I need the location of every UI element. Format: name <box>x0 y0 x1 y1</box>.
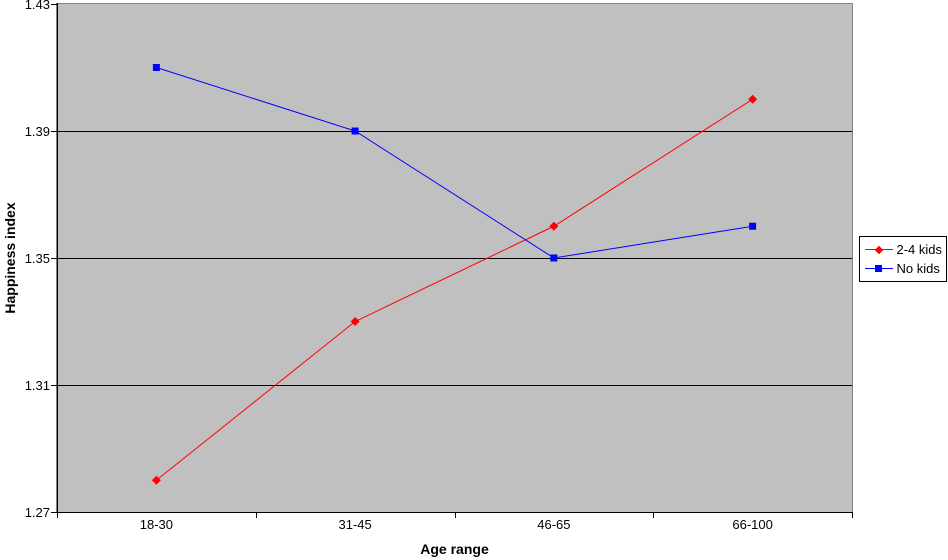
legend-item-no-kids: No kids <box>865 259 942 278</box>
legend-marker-icon <box>865 244 894 255</box>
x-tick-label: 66-100 <box>732 517 773 532</box>
legend-label: No kids <box>896 261 940 276</box>
y-tick-label: 1.39 <box>24 124 50 139</box>
y-tick-label: 1.43 <box>24 0 50 12</box>
y-tick-label: 1.35 <box>24 251 50 266</box>
plot-area <box>56 3 853 513</box>
legend-marker-icon <box>865 263 894 274</box>
x-axis-title: Age range <box>420 541 489 557</box>
x-tick-label: 31-45 <box>338 517 372 532</box>
x-tick-label: 18-30 <box>139 517 173 532</box>
y-axis-title: Happiness index <box>2 202 18 314</box>
legend: 2-4 kids No kids <box>859 236 947 282</box>
x-tick-label: 46-65 <box>537 517 571 532</box>
legend-label: 2-4 kids <box>896 242 942 257</box>
legend-item-2-4-kids: 2-4 kids <box>865 240 942 259</box>
y-tick-label: 1.31 <box>24 378 50 393</box>
y-tick-label: 1.27 <box>24 505 50 520</box>
